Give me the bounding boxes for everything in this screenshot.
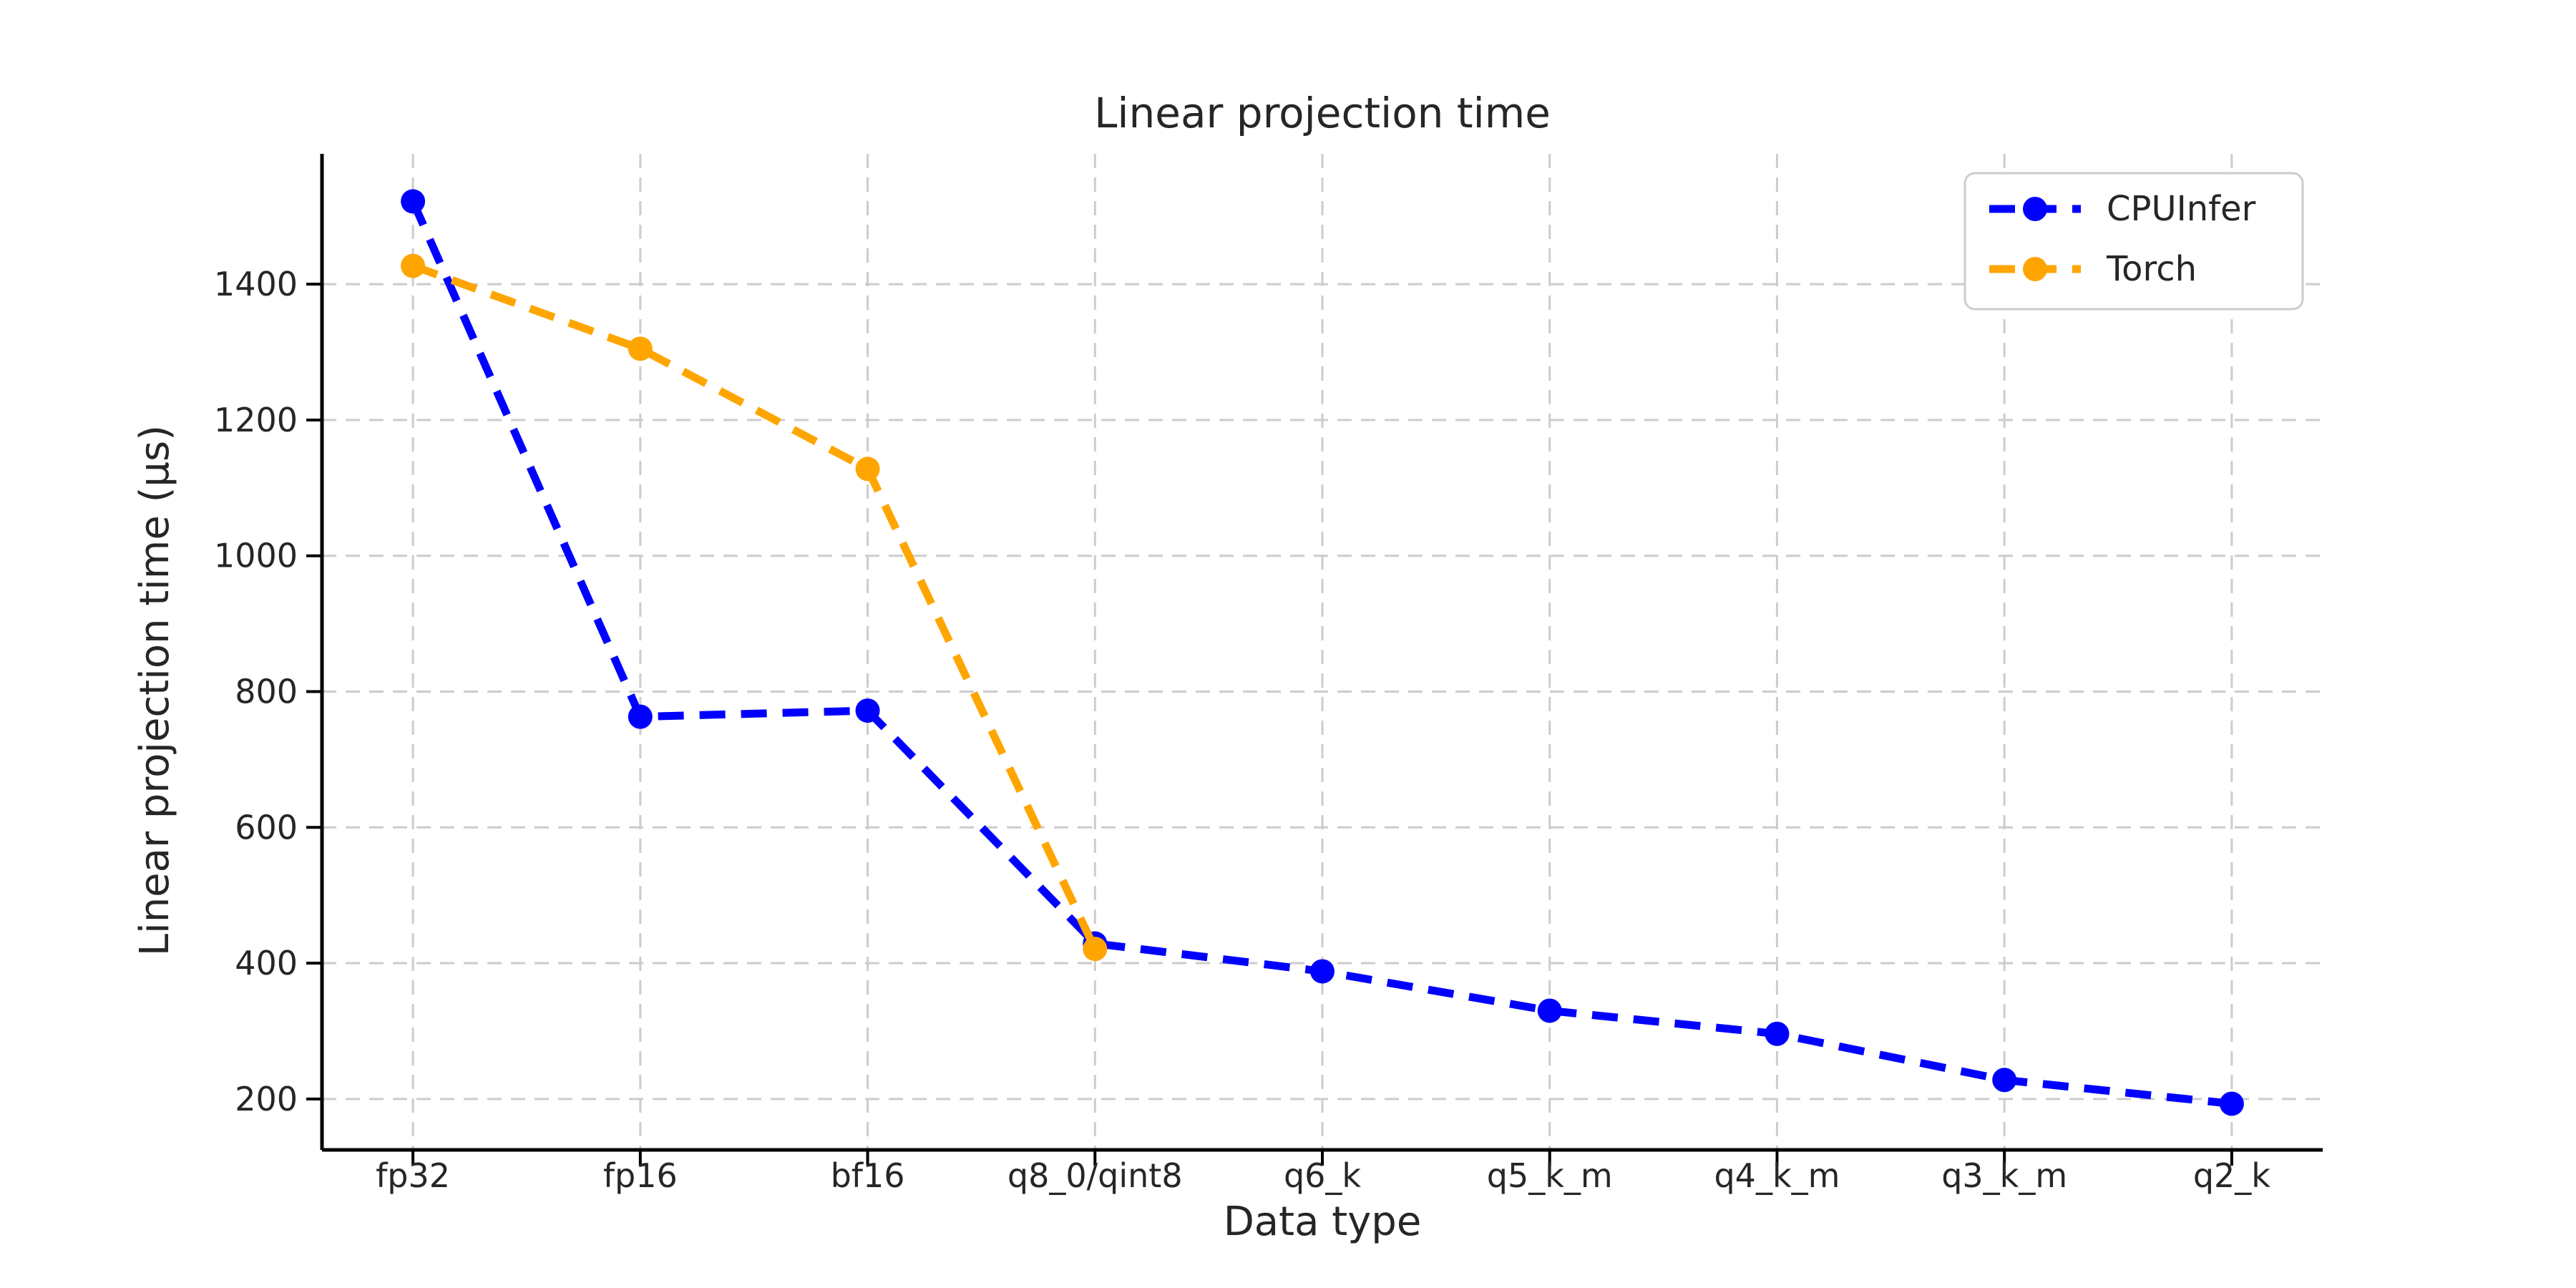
- x-tick-label: q3_k_m: [1941, 1156, 2067, 1195]
- y-tick-label: 400: [235, 944, 298, 982]
- y-tick-label: 600: [235, 808, 298, 847]
- x-tick-label: q6_k: [1284, 1156, 1361, 1195]
- x-axis-title: Data type: [1224, 1199, 1422, 1245]
- legend-item-label: Torch: [2106, 249, 2197, 289]
- legend-sample-marker: [2023, 197, 2047, 221]
- data-point-torch: [855, 457, 880, 482]
- y-tick-label: 1400: [214, 265, 298, 303]
- series-line-torch: [411, 262, 1099, 951]
- data-point-cpuinfer: [628, 704, 653, 729]
- x-tick-label: q8_0/qint8: [1008, 1156, 1183, 1195]
- data-point-torch: [1083, 937, 1108, 962]
- x-tick-label: bf16: [831, 1156, 905, 1195]
- data-point-cpuinfer: [1537, 998, 1562, 1023]
- data-point-cpuinfer: [1310, 959, 1335, 984]
- chart-title: Linear projection time: [1094, 89, 1551, 137]
- y-axis-title: Linear projection time (μs): [132, 425, 178, 956]
- x-tick-label: q5_k_m: [1487, 1156, 1613, 1195]
- legend-sample-marker: [2023, 257, 2047, 281]
- x-tick-label: fp16: [603, 1156, 678, 1195]
- data-point-torch: [401, 253, 426, 278]
- x-tick-label: q2_k: [2193, 1156, 2270, 1195]
- y-tick-label: 800: [235, 673, 298, 711]
- data-point-torch: [628, 336, 653, 361]
- x-tick-label: fp32: [376, 1156, 450, 1195]
- legend-item-label: CPUInfer: [2107, 189, 2256, 229]
- y-tick-label: 200: [235, 1080, 298, 1118]
- data-point-cpuinfer: [855, 698, 880, 723]
- data-point-cpuinfer: [401, 189, 426, 214]
- data-point-cpuinfer: [1765, 1021, 1790, 1046]
- data-point-cpuinfer: [2219, 1091, 2244, 1116]
- data-point-cpuinfer: [1992, 1068, 2017, 1093]
- x-tick-label: q4_k_m: [1714, 1156, 1840, 1195]
- y-tick-label: 1200: [214, 401, 298, 439]
- y-tick-label: 1000: [214, 537, 298, 575]
